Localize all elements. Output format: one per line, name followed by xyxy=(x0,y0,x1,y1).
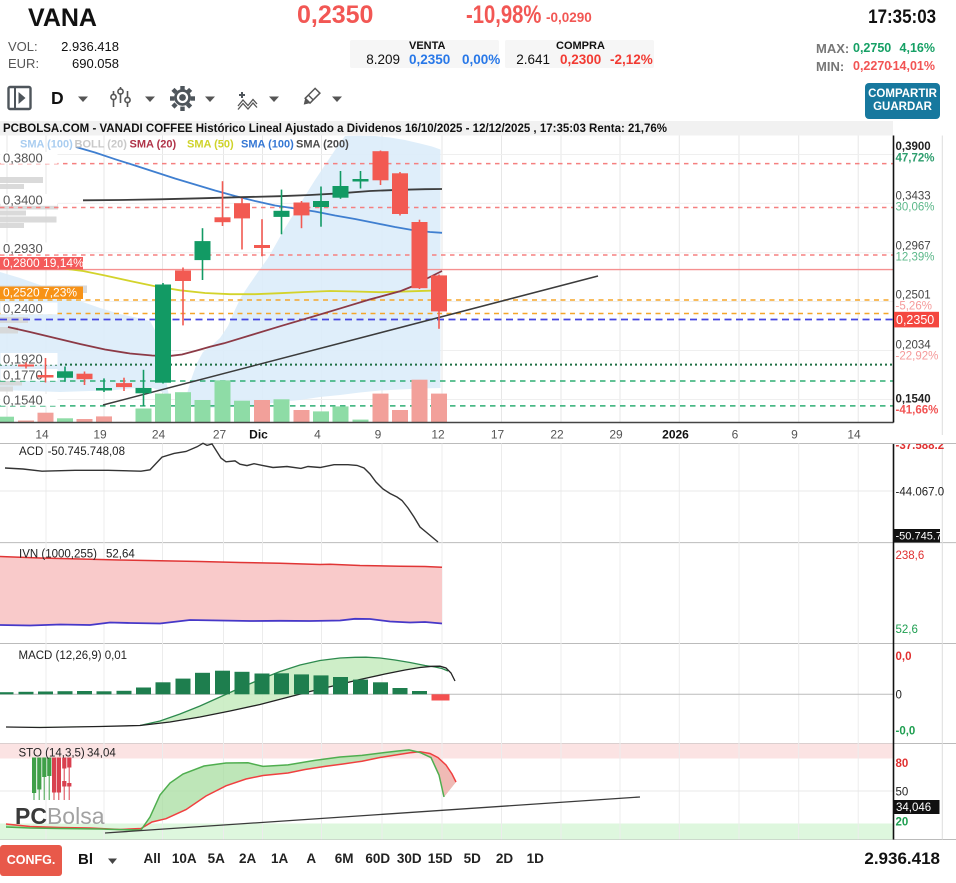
svg-text:BOLL (20): BOLL (20) xyxy=(75,139,128,151)
svg-text:SMA (50): SMA (50) xyxy=(187,139,234,151)
svg-text:ACD: ACD xyxy=(19,446,43,458)
svg-text:-0,0: -0,0 xyxy=(896,726,916,738)
svg-text:SMA (100): SMA (100) xyxy=(20,139,73,151)
svg-text:30,06%: 30,06% xyxy=(896,202,935,214)
svg-text:20: 20 xyxy=(896,817,909,829)
svg-text:24: 24 xyxy=(152,428,166,442)
svg-text:0,2034: 0,2034 xyxy=(896,340,932,352)
svg-text:9: 9 xyxy=(791,428,798,442)
svg-text:12: 12 xyxy=(431,428,445,442)
svg-text:-41,66%: -41,66% xyxy=(896,405,939,417)
svg-text:47,72%: 47,72% xyxy=(896,153,935,165)
svg-text:MACD (12,26,9): MACD (12,26,9) xyxy=(19,650,102,662)
svg-text:IVN (1000,255): IVN (1000,255) xyxy=(19,549,97,561)
svg-text:52,6: 52,6 xyxy=(896,624,918,636)
svg-text:0,1920: 0,1920 xyxy=(3,352,43,367)
svg-text:6: 6 xyxy=(732,428,739,442)
svg-text:34,046: 34,046 xyxy=(896,802,931,814)
svg-text:0,2400: 0,2400 xyxy=(3,301,43,316)
svg-text:0,0: 0,0 xyxy=(896,651,912,663)
svg-text:12,39%: 12,39% xyxy=(896,252,935,264)
svg-text:50: 50 xyxy=(896,787,909,799)
svg-text:SMA (100): SMA (100) xyxy=(241,139,294,151)
svg-text:14: 14 xyxy=(35,428,49,442)
svg-text:0,2501: 0,2501 xyxy=(896,290,931,302)
svg-text:29: 29 xyxy=(609,428,623,442)
svg-text:0,2350: 0,2350 xyxy=(896,313,934,327)
svg-text:-50.745.748,08: -50.745.748,08 xyxy=(48,446,125,458)
svg-text:0,3433: 0,3433 xyxy=(896,191,931,203)
svg-text:0,1770: 0,1770 xyxy=(3,368,43,383)
svg-text:80: 80 xyxy=(896,758,909,770)
svg-text:4: 4 xyxy=(314,428,321,442)
svg-text:2026: 2026 xyxy=(662,428,689,442)
svg-text:0,2930: 0,2930 xyxy=(3,241,43,256)
svg-text:0,3800: 0,3800 xyxy=(3,151,43,166)
svg-text:-22,92%: -22,92% xyxy=(896,351,939,363)
svg-text:SMA (20): SMA (20) xyxy=(130,139,177,151)
svg-text:19: 19 xyxy=(93,428,107,442)
svg-text:17: 17 xyxy=(491,428,505,442)
svg-text:0,1540: 0,1540 xyxy=(3,393,43,408)
svg-text:PCBolsa: PCBolsa xyxy=(15,803,105,829)
svg-text:-50.745.7: -50.745.7 xyxy=(896,531,942,543)
svg-text:52,64: 52,64 xyxy=(106,549,135,561)
svg-text:0,01: 0,01 xyxy=(105,650,127,662)
svg-text:0,2967: 0,2967 xyxy=(896,241,931,253)
svg-text:-5,26%: -5,26% xyxy=(896,301,932,313)
svg-text:0,2520 7,23%: 0,2520 7,23% xyxy=(3,286,77,300)
svg-text:14: 14 xyxy=(847,428,861,442)
svg-text:238,6: 238,6 xyxy=(896,550,925,562)
svg-text:Dic: Dic xyxy=(249,428,268,442)
svg-text:STO (14,3,5): STO (14,3,5) xyxy=(19,748,85,760)
svg-text:0,1540: 0,1540 xyxy=(896,394,931,406)
svg-text:22: 22 xyxy=(550,428,564,442)
svg-text:0,2800 19,14%: 0,2800 19,14% xyxy=(3,256,84,270)
svg-text:0,3400: 0,3400 xyxy=(3,193,43,208)
svg-text:0,3900: 0,3900 xyxy=(896,141,931,153)
svg-text:D: D xyxy=(51,88,64,108)
svg-text:9: 9 xyxy=(375,428,382,442)
svg-text:0: 0 xyxy=(896,690,902,702)
svg-text:27: 27 xyxy=(213,428,227,442)
svg-text:-44.067.0: -44.067.0 xyxy=(896,487,945,499)
svg-text:PCBOLSA.COM - VANADI COFFEE Hi: PCBOLSA.COM - VANADI COFFEE Histórico Li… xyxy=(3,123,667,135)
svg-text:34,04: 34,04 xyxy=(87,748,116,760)
svg-text:SMA (200): SMA (200) xyxy=(296,139,349,151)
